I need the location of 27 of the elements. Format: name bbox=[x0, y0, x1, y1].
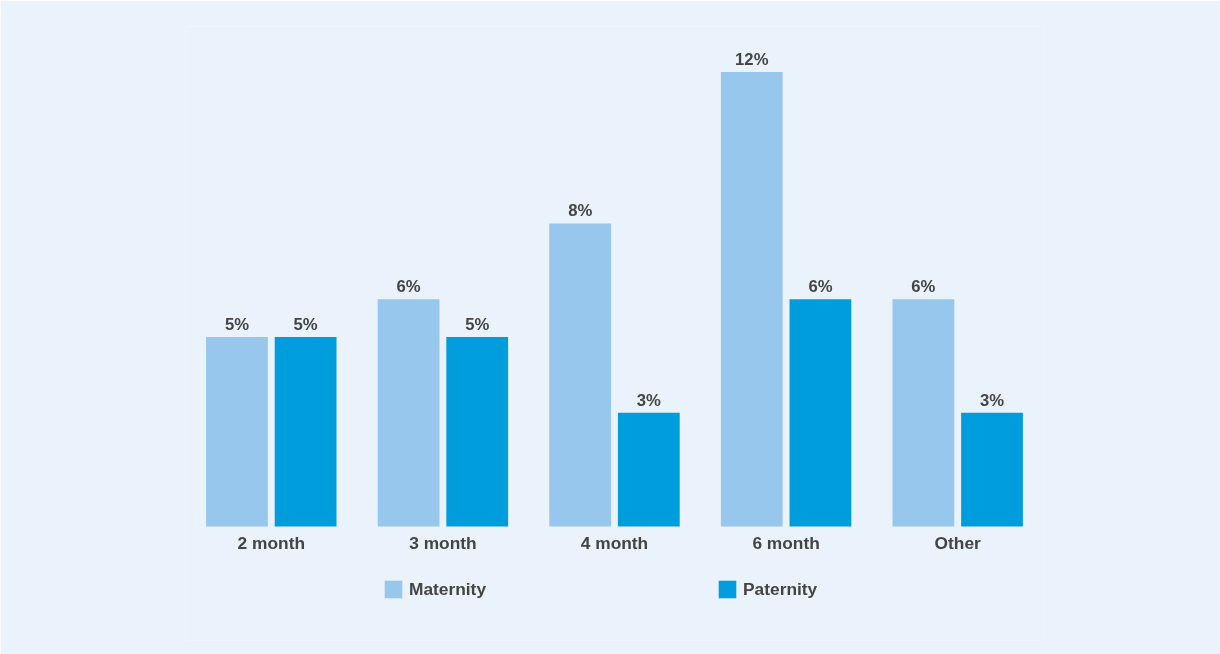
data-label: 6% bbox=[396, 277, 421, 297]
bar bbox=[789, 299, 852, 527]
legend-label: Paternity bbox=[743, 578, 818, 600]
data-label: 8% bbox=[568, 201, 593, 221]
bar bbox=[720, 71, 783, 527]
bar bbox=[961, 412, 1023, 527]
data-label: 6% bbox=[808, 277, 833, 297]
bar bbox=[892, 299, 955, 527]
bar bbox=[617, 412, 680, 527]
data-label: 6% bbox=[911, 277, 936, 297]
bar bbox=[446, 337, 509, 527]
x-tick-label: Other bbox=[934, 532, 982, 553]
bar bbox=[274, 337, 337, 527]
data-label: 5% bbox=[465, 315, 490, 335]
data-label: 3% bbox=[979, 390, 1005, 410]
bar bbox=[549, 223, 612, 527]
bar bbox=[206, 337, 268, 527]
x-tick-label: 4 month bbox=[580, 532, 649, 553]
x-tick-label: 3 month bbox=[409, 532, 477, 553]
x-tick-label: 6 month bbox=[752, 532, 820, 553]
data-label: 5% bbox=[293, 315, 318, 335]
data-label: 12% bbox=[735, 49, 769, 69]
data-label: 3% bbox=[636, 390, 662, 410]
bar bbox=[377, 299, 440, 527]
data-label: 5% bbox=[224, 315, 250, 335]
legend-label: Maternity bbox=[409, 578, 487, 600]
x-tick-label: 2 month bbox=[237, 532, 305, 553]
